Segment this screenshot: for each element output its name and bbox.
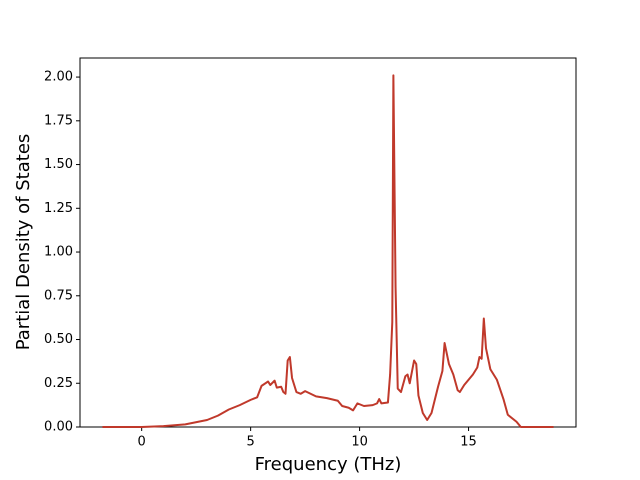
x-axis-label: Frequency (THz) [255, 454, 402, 475]
x-tick-label: 15 [460, 435, 477, 450]
y-tick-label: 0.00 [44, 420, 73, 435]
plot-frame [79, 57, 577, 428]
y-tick-label: 1.25 [44, 201, 73, 216]
x-tick-label: 5 [246, 435, 254, 450]
y-tick-label: 1.00 [44, 245, 73, 260]
y-tick-label: 0.75 [44, 288, 73, 303]
x-tick-label: 10 [351, 435, 368, 450]
y-tick-label: 0.25 [44, 376, 73, 391]
x-tick-label: 0 [138, 435, 146, 450]
y-tick-label: 1.75 [44, 113, 73, 128]
data-line [102, 74, 554, 428]
y-axis-label: Partial Density of States [13, 134, 34, 351]
y-tick-label: 1.50 [44, 157, 73, 172]
y-tick-label: 2.00 [44, 70, 73, 85]
y-tick-label: 0.50 [44, 332, 73, 347]
